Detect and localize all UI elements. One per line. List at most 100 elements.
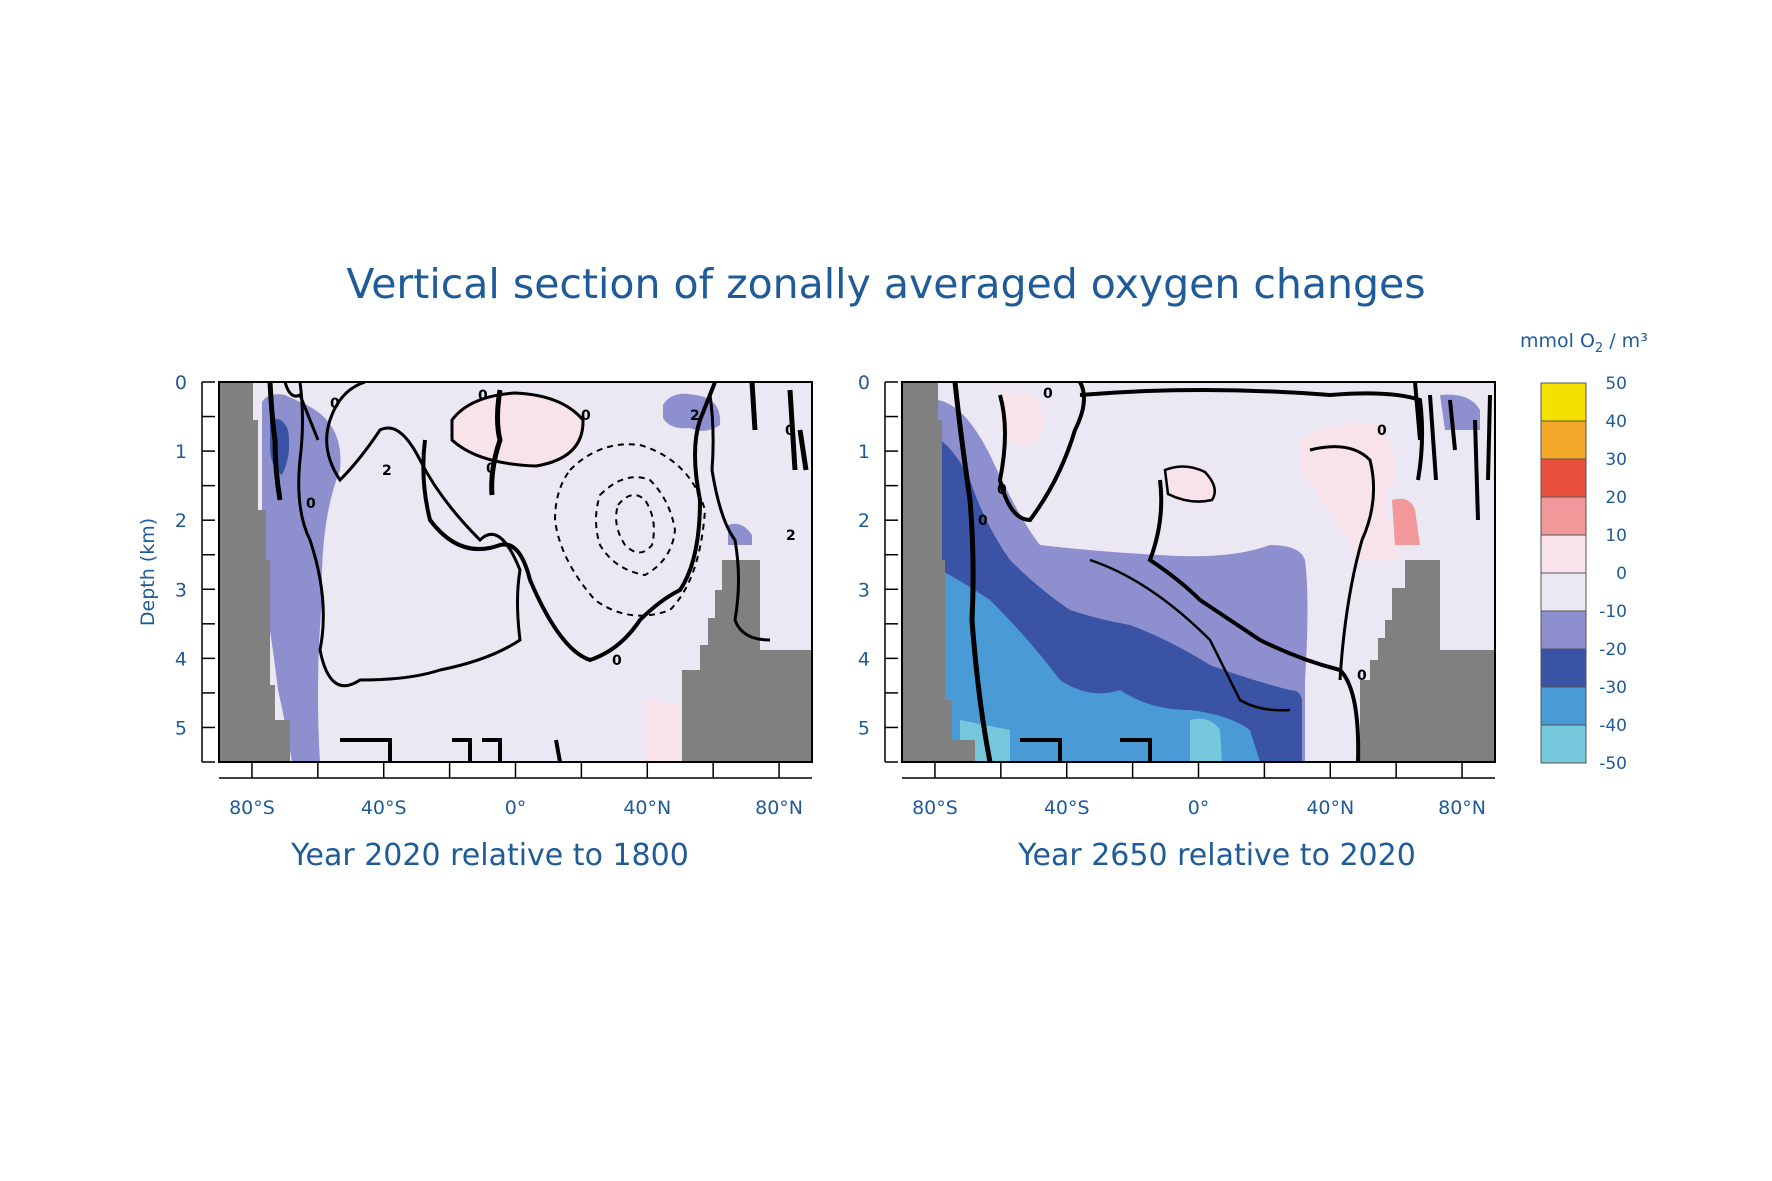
- right-y-tick-label: 1: [858, 441, 870, 463]
- right-y-axis: 0 1 2 3 4 5: [858, 372, 898, 763]
- left-panel-title: Year 2020 relative to 1800: [291, 838, 689, 873]
- right-contour-label-5: 0: [978, 513, 988, 529]
- colorbar-swatch: [1540, 382, 1587, 422]
- right-negative-band-30: [940, 570, 1260, 762]
- left-contour-line-5: [450, 391, 585, 468]
- colorbar-swatch: [1540, 572, 1587, 612]
- right-x-tick-label: 40°S: [1044, 797, 1090, 819]
- right-positive-patch-3: [1300, 424, 1400, 560]
- colorbar-swatch: [1540, 648, 1587, 688]
- right-positive-patch-2: [1165, 466, 1215, 502]
- right-contour-line-7: [1163, 465, 1217, 503]
- left-contour-label-1: 0: [330, 396, 340, 412]
- right-contour-label-1: 0: [1043, 386, 1053, 402]
- left-x-tick-label: 80°N: [755, 797, 803, 819]
- colorbar-unit-label: mmol O2 / m³: [1520, 330, 1648, 356]
- right-positive-patch-1: [1000, 393, 1044, 445]
- colorbar-swatch: [1540, 420, 1587, 460]
- colorbar-swatch: [1540, 458, 1587, 498]
- left-dashed-contour-inner: [615, 494, 655, 554]
- colorbar-label: -30: [1599, 678, 1627, 698]
- left-y-tick-label: 4: [175, 648, 187, 670]
- left-neutral-patch: [770, 560, 812, 640]
- right-y-tick-label: 0: [858, 372, 870, 394]
- right-contour-line-3: [1079, 388, 1425, 481]
- left-contour-label-2: 0: [478, 388, 488, 404]
- colorbar-label: 30: [1605, 450, 1627, 470]
- left-contour-label-4: 0: [486, 461, 496, 477]
- colorbar-label: -10: [1599, 602, 1627, 622]
- left-y-axis-label: Depth (km): [137, 518, 159, 626]
- left-land-north: [682, 560, 812, 762]
- left-contour-label-3: 0: [581, 408, 591, 424]
- left-contour-label-7: 0: [612, 653, 622, 669]
- right-contour-label-4: 0: [1357, 668, 1367, 684]
- left-contour-line-6: [489, 389, 503, 496]
- right-y-tick-label: 4: [858, 648, 870, 670]
- left-contour-label-10: 2: [690, 408, 700, 424]
- right-contour-line-1: [952, 382, 993, 762]
- colorbar-label: -50: [1599, 754, 1627, 774]
- right-land-south: [902, 382, 975, 762]
- right-land-north: [1360, 560, 1495, 762]
- left-y-tick-label: 5: [175, 717, 187, 739]
- right-x-tick-label: 40°N: [1306, 797, 1354, 819]
- left-contour-line-7: [708, 394, 771, 642]
- left-contour-label-9: 0: [785, 423, 795, 439]
- colorbar-label: -20: [1599, 640, 1627, 660]
- left-y-tick-label: 2: [175, 510, 187, 532]
- colorbar-swatch: [1540, 686, 1587, 726]
- left-contour-label-6: 0: [306, 496, 316, 512]
- left-contour-label-5: 2: [382, 463, 392, 479]
- colorbar-label: 40: [1605, 412, 1627, 432]
- right-x-tick-label: 80°N: [1438, 797, 1486, 819]
- page-title: Vertical section of zonally averaged oxy…: [346, 260, 1426, 308]
- right-x-axis: 80°S 40°S 0° 40°N 80°N: [902, 762, 1495, 819]
- left-negative-band-south: [262, 394, 341, 762]
- colorbar-swatches: [1540, 382, 1587, 764]
- panel-right: 0 0 0 0 0 0 1 2 3 4 5 80°S 40°S 0° 40°N 80°N: [858, 372, 1496, 819]
- left-x-tick-label: 0°: [505, 797, 527, 819]
- colorbar-label: 50: [1605, 374, 1627, 394]
- left-positive-patch-deep: [646, 700, 680, 762]
- left-positive-patch: [452, 392, 585, 468]
- colorbar-labels: 50 40 30 20 10 0 -10 -20 -30 -40 -50: [1599, 374, 1627, 774]
- right-contour-line-5: [1089, 558, 1291, 712]
- left-y-axis: 0 1 2 3 4 5: [175, 372, 215, 763]
- right-contour-line-6: [1309, 445, 1376, 681]
- left-y-tick-label: 0: [175, 372, 187, 394]
- right-x-tick-label: 0°: [1188, 797, 1210, 819]
- left-plot-area: 0 0 0 0 2 0 0 2 0 2: [219, 382, 812, 762]
- right-panel-title: Year 2650 relative to 2020: [1018, 838, 1416, 873]
- left-x-tick-label: 40°N: [623, 797, 671, 819]
- right-contour-label-3: 0: [1377, 423, 1387, 439]
- left-x-axis: 80°S 40°S 0° 40°N 80°N: [219, 762, 812, 819]
- colorbar-swatch: [1540, 534, 1587, 574]
- right-y-tick-label: 3: [858, 579, 870, 601]
- colorbar-swatch: [1540, 496, 1587, 536]
- left-y-tick-label: 1: [175, 441, 187, 463]
- colorbar-label: 10: [1605, 526, 1627, 546]
- right-y-tick-label: 2: [858, 510, 870, 532]
- right-contour-line-8: [1413, 382, 1492, 521]
- left-contour-line-3: [267, 382, 283, 501]
- left-contour-line-2: [421, 382, 717, 663]
- right-positive-patch-10: [1392, 498, 1420, 545]
- right-contour-line-4: [1147, 479, 1361, 762]
- left-x-tick-label: 80°S: [229, 797, 275, 819]
- left-y-tick-label: 3: [175, 579, 187, 601]
- left-contour-line-4: [283, 382, 320, 441]
- panel-left: 0 0 0 0 2 0 0 2 0 2 0 1 2 3 4 5 80°S 40°S 0° 40°…: [137, 372, 813, 819]
- left-contour-label-8: 2: [786, 528, 796, 544]
- left-contour-line-8: [749, 382, 809, 471]
- right-plot-area: 0 0 0 0 0: [902, 382, 1495, 762]
- left-bottom-contours: [340, 738, 562, 762]
- right-bottom-contours: [1020, 738, 1152, 762]
- right-negative-band-40: [960, 718, 1222, 762]
- right-contour-line-2: [997, 382, 1086, 523]
- left-dashed-contour-outer: [553, 443, 707, 617]
- right-y-tick-label: 5: [858, 717, 870, 739]
- left-land-south: [219, 382, 290, 762]
- colorbar-swatch: [1540, 724, 1587, 764]
- colorbar-label: 0: [1616, 564, 1627, 584]
